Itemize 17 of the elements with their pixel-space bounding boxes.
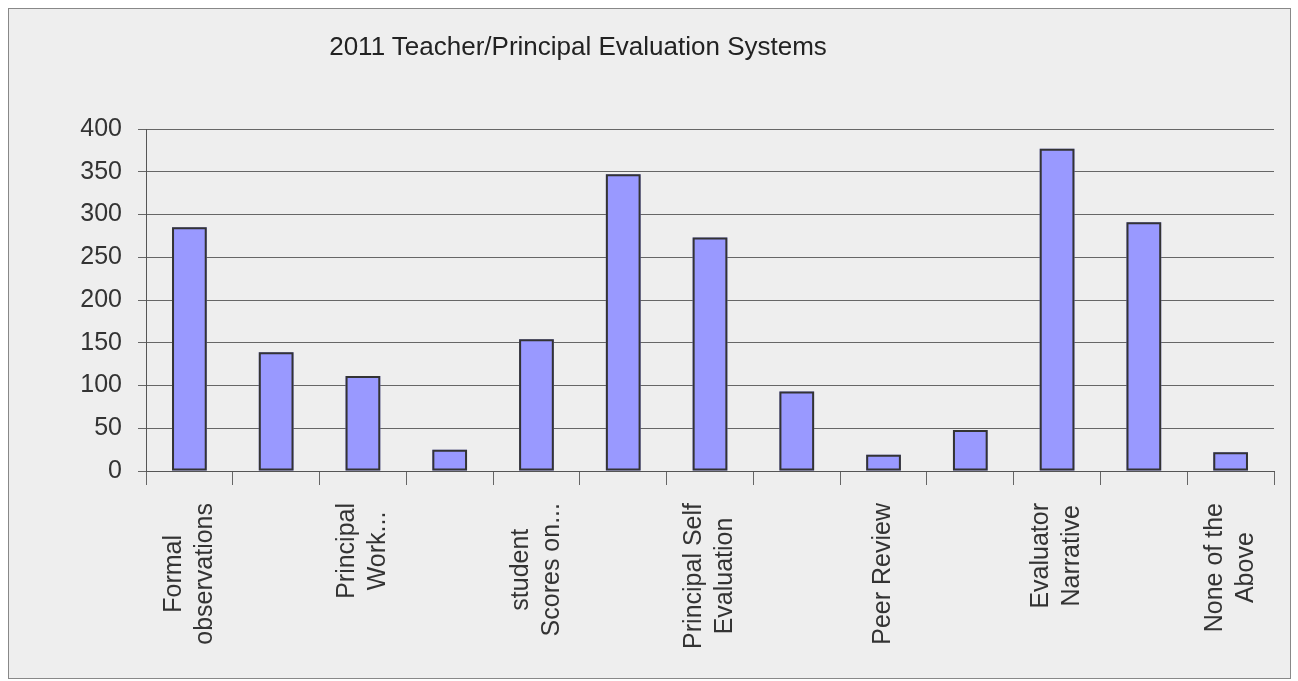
- chart-title: 2011 Teacher/Principal Evaluation Systems: [329, 31, 827, 62]
- y-tick-label: 200: [80, 283, 122, 312]
- x-tick-label: Evaluator Narrative: [1025, 503, 1085, 609]
- y-tick-label: 350: [80, 155, 122, 184]
- y-tick-label: 400: [80, 112, 122, 141]
- y-tick-label: 0: [108, 454, 122, 483]
- x-tick-label: student Scores on...: [504, 503, 564, 637]
- x-tick-label: Peer Review: [867, 502, 896, 645]
- x-tick-label: None of the Above: [1199, 503, 1259, 633]
- y-tick-label: 150: [80, 326, 122, 355]
- x-tick-label: Principal Self Evaluation: [678, 502, 738, 649]
- x-tick-label: Formal observations: [157, 503, 217, 645]
- y-tick-label: 100: [80, 369, 122, 398]
- x-tick-label: Principal Work...: [331, 503, 391, 599]
- y-tick-label: 50: [94, 412, 122, 441]
- y-tick-label: 300: [80, 198, 122, 227]
- y-tick-label: 250: [80, 241, 122, 270]
